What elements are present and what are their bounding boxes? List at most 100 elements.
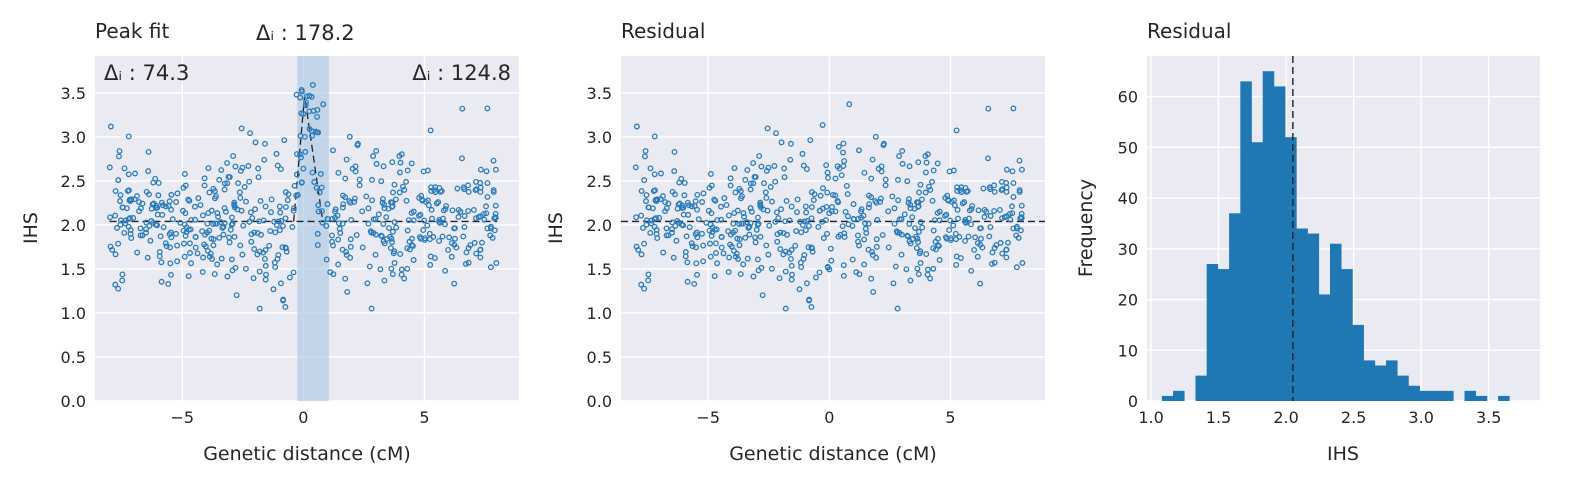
scatter-point [835, 143, 842, 150]
scatter-point [777, 246, 784, 253]
scatter-point [309, 132, 316, 139]
scatter-point [335, 220, 342, 227]
scatter-point [209, 256, 216, 262]
scatter-point [332, 208, 338, 215]
x-axis-label: IHS [1327, 443, 1359, 465]
scatter-point [399, 183, 406, 190]
y-tick-label: 20 [1118, 291, 1138, 310]
scatter-point [245, 163, 252, 169]
scatter-point [483, 203, 489, 210]
scatter-point [904, 233, 911, 240]
scatter-point [835, 199, 842, 206]
scatter-point [224, 160, 231, 167]
scatter-point [218, 255, 225, 262]
scatter-point [367, 228, 374, 235]
scatter-point [487, 223, 494, 230]
scatter-point [242, 265, 249, 272]
scatter-point [788, 247, 795, 253]
scatter-point [865, 246, 872, 253]
scatter-point [752, 174, 759, 180]
scatter-point [398, 266, 405, 273]
scatter-point [199, 269, 206, 275]
scatter-point [782, 305, 789, 312]
scatter-point [397, 251, 404, 258]
scatter-point [798, 229, 805, 236]
scatter-point [356, 182, 363, 189]
scatter-point [210, 242, 217, 249]
scatter-point [968, 267, 975, 274]
scatter-point [707, 240, 713, 247]
scatter-point [403, 197, 410, 204]
scatter-point [393, 224, 400, 231]
scatter-point [1013, 264, 1020, 271]
scatter-point [442, 221, 448, 228]
scatter-point [991, 208, 998, 214]
scatter-point [986, 184, 993, 191]
histogram-bar [1374, 365, 1387, 401]
scatter-point [986, 233, 993, 240]
histogram-bar [1296, 228, 1308, 401]
scatter-point [391, 219, 398, 226]
scatter-point [882, 182, 889, 189]
scatter-point [397, 159, 404, 166]
scatter-point [306, 92, 313, 99]
scatter-point [270, 286, 277, 293]
x-tick-label: −5 [696, 408, 720, 427]
scatter-point [277, 209, 284, 216]
scatter-point [472, 187, 479, 194]
scatter-point [472, 178, 479, 185]
scatter-point [654, 235, 661, 242]
scatter-point [314, 242, 321, 249]
scatter-point [856, 147, 862, 154]
y-axis-label: IHS [20, 212, 42, 244]
scatter-point [150, 219, 156, 226]
y-tick-label: 0 [1128, 392, 1138, 411]
histogram-bar [1475, 395, 1488, 401]
scatter-point [909, 236, 916, 242]
scatter-point [300, 110, 307, 117]
scatter-point [906, 221, 913, 227]
scatter-point [781, 165, 788, 172]
scatter-point [977, 225, 984, 232]
scatter-point [802, 203, 809, 210]
scatter-point [186, 197, 193, 204]
scatter-point [865, 204, 872, 211]
scatter-point [832, 208, 839, 215]
scatter-point [947, 217, 954, 224]
scatter-point [747, 180, 754, 187]
scatter-point [754, 221, 761, 228]
scatter-point [894, 305, 901, 312]
scatter-point [220, 223, 227, 230]
scatter-point [917, 260, 924, 266]
scatter-point [401, 275, 408, 282]
x-tick-label: 3.0 [1408, 408, 1433, 427]
scatter-point [840, 140, 847, 147]
scatter-point [642, 153, 648, 160]
scatter-point [181, 221, 188, 228]
scatter-point [718, 216, 725, 223]
scatter-point [199, 228, 206, 235]
y-tick-label: 0.5 [61, 348, 86, 367]
scatter-point [725, 269, 732, 275]
scatter-point [260, 217, 267, 224]
scatter-point [654, 196, 661, 203]
scatter-point [229, 267, 236, 274]
scatter-point [824, 189, 831, 196]
scatter-point [404, 245, 411, 252]
scatter-point [1018, 202, 1025, 209]
scatter-point [914, 199, 920, 206]
scatter-point [872, 198, 879, 205]
scatter-point [781, 174, 788, 181]
scatter-point [428, 184, 435, 191]
scatter-point [922, 169, 929, 176]
scatter-point [861, 220, 868, 227]
scatter-point [318, 208, 325, 215]
scatter-point [947, 237, 954, 243]
scatter-point [865, 220, 872, 227]
tick-labels: −5 0 5 0.0 0.5 1.0 1.5 2.0 2.5 3.0 3.5 [587, 84, 956, 427]
scatter-point [449, 207, 456, 214]
scatter-point [408, 209, 415, 216]
histogram-bar [1173, 390, 1185, 401]
scatter-point [660, 249, 667, 256]
scatter-point [185, 196, 192, 203]
